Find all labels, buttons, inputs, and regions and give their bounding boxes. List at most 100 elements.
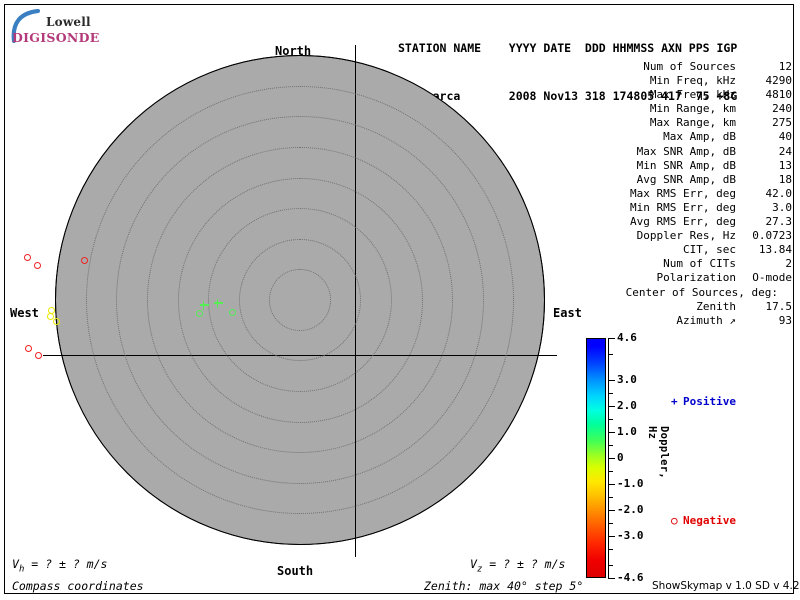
colorbar-minor-tick (608, 392, 613, 394)
colorbar-tick-label: 2.0 (617, 398, 637, 412)
source-marker[interactable] (218, 303, 219, 304)
colorbar-minor-tick (608, 418, 613, 420)
colorbar-minor-tick (608, 549, 613, 551)
colorbar-gradient (586, 338, 606, 578)
source-marker[interactable] (24, 345, 32, 352)
arc-swoosh-icon (11, 9, 41, 43)
param-row: Num of Sources 12 (570, 60, 794, 74)
colorbar-minor-tick (608, 444, 613, 446)
vh-subscript: h (18, 564, 25, 575)
param-row: Max Range, km 275 (570, 116, 794, 130)
param-key: Max Freq, kHz (649, 88, 736, 102)
legend-positive: + Positive (671, 395, 736, 408)
param-value: 13 (778, 158, 792, 172)
circle-marker-icon (53, 317, 60, 325)
colorbar-tick (608, 510, 615, 512)
colorbar-tick-label: 1.0 (617, 424, 637, 438)
param-value: 12 (778, 60, 792, 73)
colorbar-minor-tick (608, 471, 613, 473)
label-north: North (275, 44, 312, 58)
colorbar-minor-tick (608, 564, 613, 566)
parameter-list: Num of Sources 12 Min Freq, kHz 4290 Max Fre… (570, 60, 794, 328)
circle-marker-icon (34, 351, 42, 359)
param-key: Doppler Res, Hz (636, 229, 736, 243)
legend-negative: ○ Negative (671, 514, 736, 527)
vertical-velocity: Vz = ? ± ? m/s (470, 557, 565, 574)
source-marker[interactable] (204, 305, 205, 306)
param-key: Min RMS Err, deg (630, 200, 736, 214)
param-value: 42.0 (765, 186, 793, 200)
center-zenith-key: Zenith (696, 299, 736, 313)
colorbar-tick (608, 338, 615, 339)
horizontal-velocity: Vh = ? ± ? m/s (12, 557, 107, 574)
lowell-digisonde-logo: Lowell DIGISONDE (6, 6, 110, 46)
label-east: East (553, 306, 582, 320)
colorbar-tick (608, 578, 615, 579)
colorbar-tick-label: -1.0 (617, 477, 644, 491)
colorbar-tick-label: -3.0 (617, 529, 644, 543)
param-value: O-mode (752, 271, 792, 285)
param-row: Max Amp, dB 40 (570, 130, 794, 144)
center-of-sources-header: Center of Sources, deg: (570, 286, 794, 300)
param-value: 4810 (765, 88, 793, 102)
circle-marker-icon (24, 253, 31, 261)
colorbar-tick (608, 405, 615, 407)
colorbar-tick (608, 379, 615, 381)
param-key: Max RMS Err, deg (630, 186, 736, 200)
colorbar-tick-label: 3.0 (617, 372, 637, 386)
circle-marker-icon (228, 308, 236, 316)
skymap-polar-plot[interactable] (24, 45, 557, 557)
param-row: Max RMS Err, deg 42.0 (570, 187, 794, 201)
source-marker[interactable] (228, 308, 236, 316)
param-row: CIT, sec 13.84 (570, 243, 794, 257)
circle-marker-icon (81, 257, 88, 264)
label-south: South (277, 564, 314, 578)
coordinate-system-note: Compass coordinates (12, 579, 144, 593)
circle-marker-icon (33, 262, 41, 269)
param-row: Min SNR Amp, dB 13 (570, 159, 794, 173)
param-value: 24 (778, 144, 792, 158)
colorbar-minor-tick (608, 523, 613, 525)
plus-icon: + (671, 395, 678, 408)
source-marker[interactable] (53, 317, 60, 325)
source-marker[interactable] (195, 310, 203, 317)
param-row: Doppler Res, Hz 0.0723 (570, 229, 794, 243)
param-key: Num of Sources (643, 60, 736, 73)
colorbar-tick-label: -2.0 (617, 503, 644, 517)
center-azimuth-key: Azimuth ↗ (676, 313, 736, 327)
header-row-keys: STATION NAME YYYY DATE DDD HHMMSS AXN PP… (398, 41, 738, 55)
vz-value: = ? ± ? m/s (482, 557, 566, 571)
param-value: 3.0 (772, 200, 792, 214)
param-value: 4290 (765, 74, 793, 88)
param-row: Min Range, km 240 (570, 102, 794, 116)
colorbar-tick-label: 4.6 (617, 331, 637, 344)
param-value: 2 (785, 257, 792, 271)
vh-symbol: V (12, 557, 19, 571)
param-row: Avg SNR Amp, dB 18 (570, 173, 794, 187)
center-of-sources-azimuth-row: Azimuth ↗ 93 (570, 314, 794, 328)
colorbar-tick (608, 431, 615, 433)
source-marker[interactable] (34, 351, 42, 359)
source-marker[interactable] (46, 313, 54, 320)
source-marker[interactable] (24, 253, 31, 261)
source-marker[interactable] (81, 257, 88, 264)
param-value: 275 (772, 116, 792, 130)
colorbar-title: Doppler, Hz (646, 426, 670, 479)
source-marker[interactable] (33, 262, 41, 269)
param-value: 18 (778, 172, 792, 186)
vz-symbol: V (470, 557, 477, 571)
param-key: Max SNR Amp, dB (636, 144, 736, 158)
source-marker[interactable] (48, 306, 55, 314)
center-of-sources-title: Center of Sources, deg: (625, 285, 778, 299)
zenith-scale-note: Zenith: max 40° step 5° (424, 579, 584, 593)
param-value: 0.0723 (752, 229, 792, 243)
colorbar-tick-label: -4.6 (617, 571, 644, 584)
label-west: West (10, 306, 39, 320)
colorbar-tick-label: 0 (617, 451, 624, 464)
software-version: ShowSkymap v 1.0 SD v 4.2 (652, 580, 800, 592)
logo-lowell-text: Lowell (46, 15, 91, 29)
vz-subscript: z (476, 564, 483, 575)
center-zenith-value: 17.5 (765, 299, 793, 313)
param-value: 240 (772, 102, 792, 116)
